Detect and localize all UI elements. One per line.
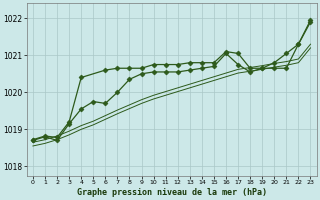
X-axis label: Graphe pression niveau de la mer (hPa): Graphe pression niveau de la mer (hPa) — [77, 188, 267, 197]
